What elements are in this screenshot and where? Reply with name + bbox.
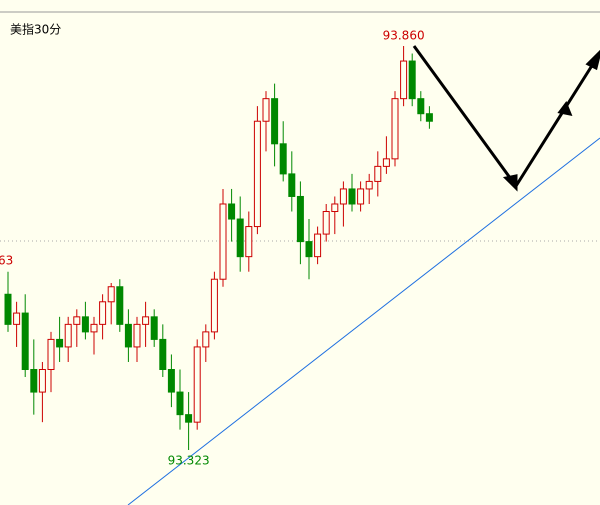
candle-body bbox=[38, 369, 46, 393]
candle-body bbox=[271, 98, 279, 145]
arrow-head bbox=[585, 49, 600, 71]
candle-body bbox=[142, 316, 150, 325]
candle-body bbox=[81, 316, 89, 333]
candle-body bbox=[279, 143, 287, 175]
candle-body bbox=[417, 98, 425, 115]
candle-body bbox=[193, 346, 201, 423]
candle-body bbox=[99, 301, 107, 325]
forecast-arrow bbox=[412, 45, 600, 192]
candle-body bbox=[202, 331, 210, 348]
candle-body bbox=[150, 316, 158, 340]
candle-body bbox=[167, 369, 175, 393]
low-label: 93.323 bbox=[168, 454, 210, 468]
candle-body bbox=[365, 180, 373, 190]
candle-body bbox=[253, 120, 261, 228]
candle-body bbox=[176, 391, 184, 416]
candle-body bbox=[4, 293, 12, 325]
candle-body bbox=[425, 113, 433, 122]
candle-body bbox=[90, 323, 98, 333]
candle-body bbox=[107, 286, 115, 303]
candle-body bbox=[314, 233, 322, 258]
candle-body bbox=[13, 312, 21, 325]
candle-body bbox=[124, 323, 132, 348]
candle-body bbox=[116, 286, 124, 325]
candle-body bbox=[47, 338, 55, 371]
candle-body bbox=[236, 218, 244, 258]
candle-body bbox=[73, 316, 81, 325]
arrow-head bbox=[557, 100, 573, 117]
candle-body bbox=[185, 414, 193, 423]
candle-body bbox=[400, 60, 408, 100]
candle-body bbox=[288, 173, 296, 197]
trend-line bbox=[127, 137, 600, 505]
candle-body bbox=[21, 312, 29, 371]
candle-body bbox=[374, 165, 382, 182]
candle-body bbox=[245, 226, 253, 258]
candle-body bbox=[391, 98, 399, 160]
candles bbox=[4, 46, 433, 450]
candle-body bbox=[210, 278, 218, 333]
candle-body bbox=[357, 188, 365, 205]
candle-body bbox=[296, 195, 304, 243]
arrow-head bbox=[502, 174, 518, 192]
candle-body bbox=[322, 211, 330, 235]
candle-body bbox=[133, 323, 141, 348]
candle-body bbox=[56, 338, 64, 348]
candle-body bbox=[382, 158, 390, 167]
high-label: 93.860 bbox=[383, 29, 425, 43]
candle-body bbox=[348, 188, 356, 205]
candle-body bbox=[305, 241, 313, 258]
candle-body bbox=[219, 203, 227, 280]
candle-body bbox=[331, 203, 339, 213]
candle-body bbox=[408, 60, 416, 100]
candle-body bbox=[339, 188, 347, 205]
candle-body bbox=[228, 203, 236, 220]
candle-body bbox=[262, 98, 270, 122]
annotation: 63 bbox=[0, 254, 13, 268]
chart-title: 美指30分 bbox=[10, 22, 61, 37]
candle-body bbox=[30, 369, 38, 393]
candle-body bbox=[159, 338, 167, 371]
candle-body bbox=[64, 323, 72, 348]
